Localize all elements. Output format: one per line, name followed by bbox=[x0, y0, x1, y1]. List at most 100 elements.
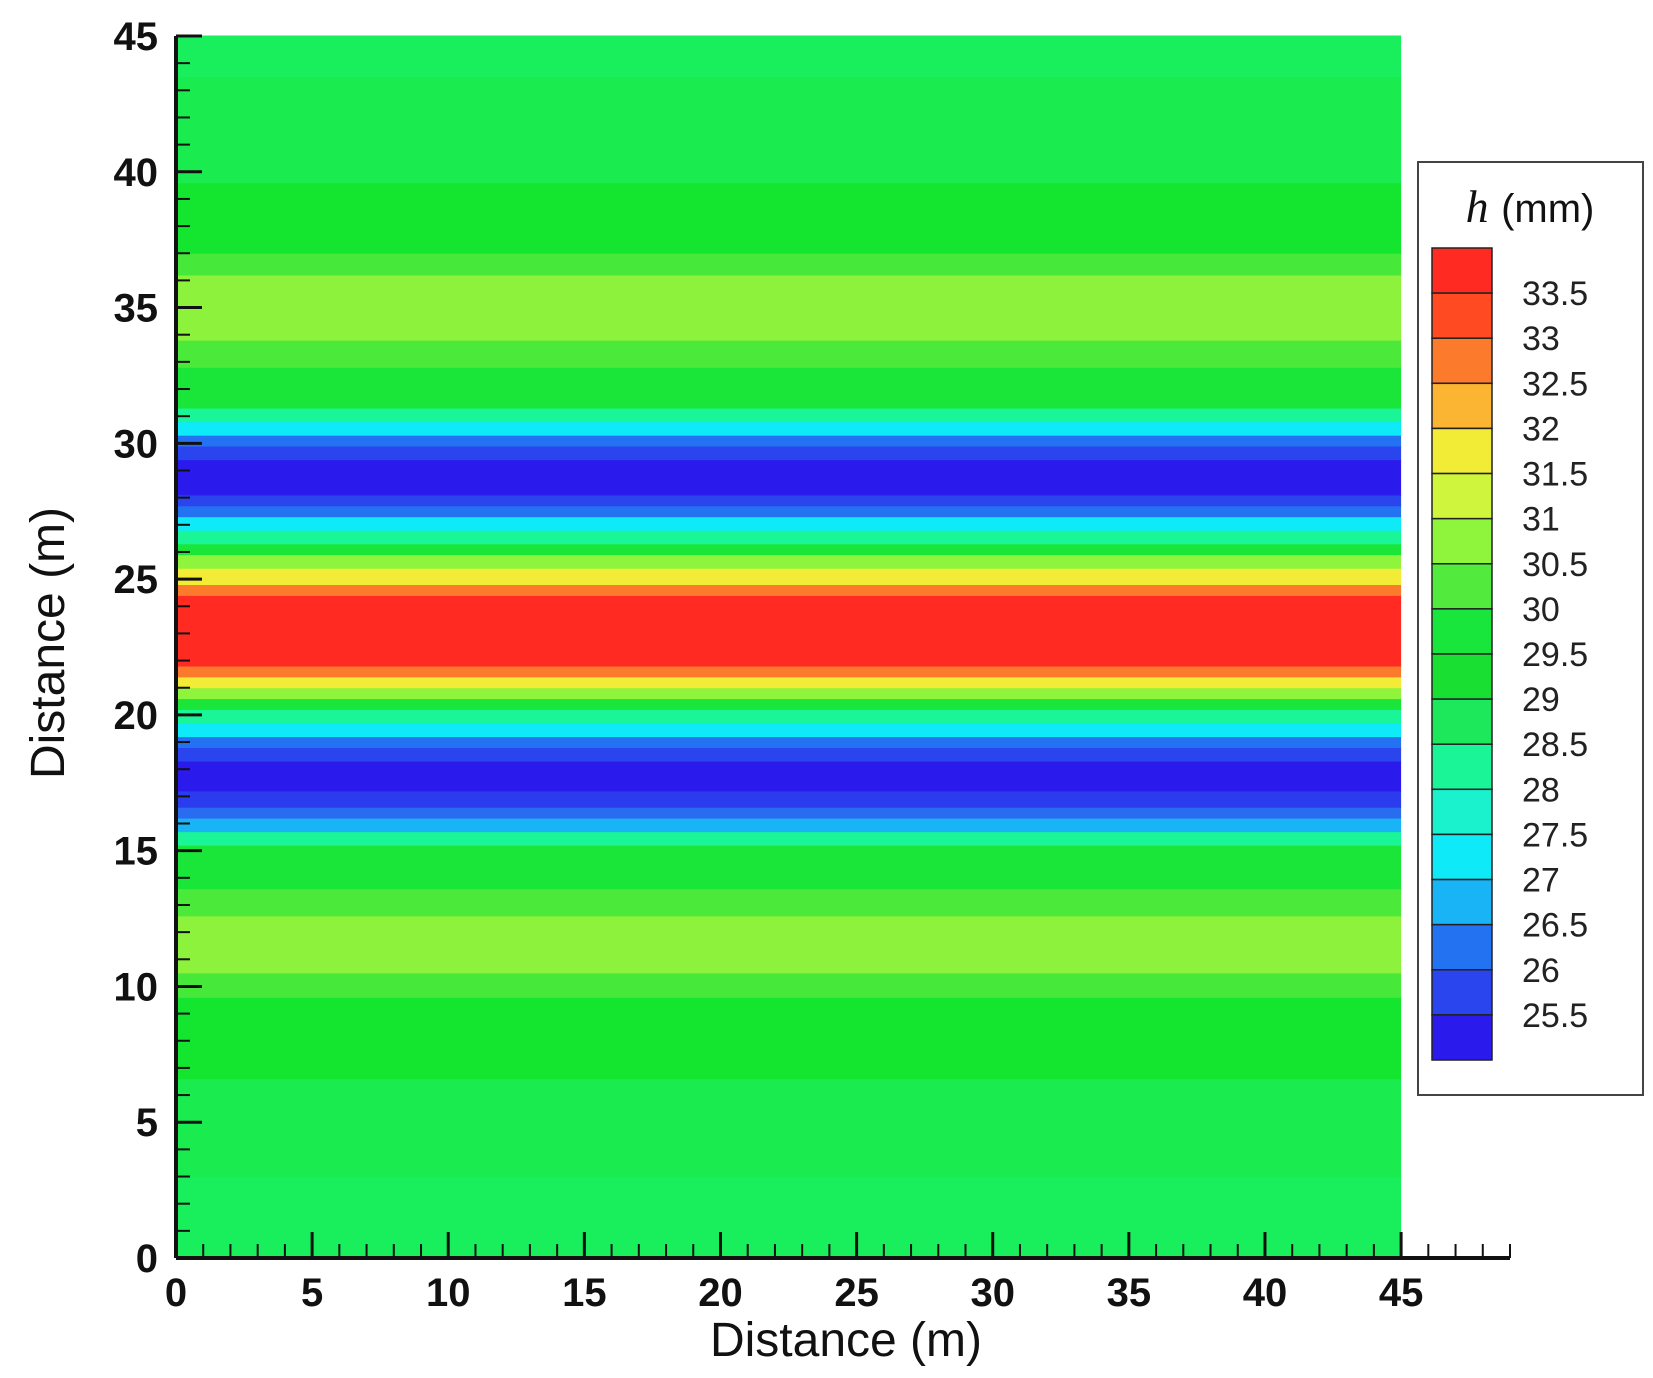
y-tick-label: 35 bbox=[114, 287, 159, 331]
contour-band bbox=[176, 698, 1402, 710]
contour-band bbox=[176, 665, 1402, 678]
contour-band bbox=[176, 252, 1402, 276]
legend-swatch bbox=[1431, 472, 1493, 520]
contour-band bbox=[176, 888, 1402, 917]
contour-band bbox=[176, 567, 1402, 586]
y-tick-label: 15 bbox=[114, 830, 159, 874]
legend-swatch bbox=[1431, 427, 1493, 475]
legend-level-label: 28.5 bbox=[1522, 726, 1588, 764]
y-tick-label: 30 bbox=[114, 422, 159, 466]
contour-band bbox=[176, 594, 1402, 667]
y-tick-label: 0 bbox=[136, 1237, 158, 1281]
legend-swatch bbox=[1431, 743, 1493, 791]
x-tick-labels: 0 5 10 15 20 25 30 35 40 45 bbox=[165, 1271, 1423, 1315]
legend-level-label: 31 bbox=[1522, 501, 1560, 539]
legend-labels: 33.5 33 32.5 32 31.5 31 30.5 30 29.5 29 28.5 28 27.5… bbox=[1522, 275, 1588, 1035]
contour-band bbox=[176, 736, 1402, 748]
contour-band bbox=[176, 366, 1402, 409]
contour-band bbox=[176, 996, 1402, 1080]
x-tick-label: 10 bbox=[426, 1271, 471, 1315]
contour-band bbox=[176, 529, 1402, 545]
legend-level-label: 25.5 bbox=[1522, 997, 1588, 1035]
contour-band bbox=[176, 494, 1402, 507]
contour-band bbox=[176, 1078, 1402, 1178]
contour-band bbox=[176, 806, 1402, 819]
legend-level-label: 30 bbox=[1522, 591, 1560, 629]
x-tick-label: 45 bbox=[1379, 1271, 1424, 1315]
legend-swatch bbox=[1431, 247, 1493, 294]
legend-level-label: 26.5 bbox=[1522, 907, 1588, 945]
legend-swatch bbox=[1431, 608, 1493, 655]
x-tick-label: 25 bbox=[834, 1271, 879, 1315]
contour-band bbox=[176, 915, 1402, 974]
legend-swatches bbox=[1431, 247, 1493, 1061]
contour-band bbox=[176, 407, 1402, 423]
contour-bands bbox=[176, 35, 1402, 1259]
contour-band bbox=[176, 516, 1402, 531]
x-tick-label: 35 bbox=[1107, 1271, 1152, 1315]
contour-band bbox=[176, 1176, 1402, 1259]
legend-level-label: 27.5 bbox=[1522, 816, 1588, 854]
legend-swatch bbox=[1431, 833, 1493, 881]
colorbar-legend: h (mm) 33.5 33 32.5 32 31.5 31 30.5 30 29.5 29 28.… bbox=[1417, 161, 1644, 1096]
axes bbox=[174, 34, 1511, 1260]
legend-title-unit: (mm) bbox=[1501, 187, 1594, 231]
x-tick-label: 15 bbox=[562, 1271, 607, 1315]
legend-level-label: 27 bbox=[1522, 862, 1560, 900]
contour-band bbox=[176, 790, 1402, 808]
legend-swatch bbox=[1431, 1014, 1493, 1061]
contour-band bbox=[176, 760, 1402, 792]
contour-band bbox=[176, 35, 1402, 78]
legend-level-label: 29 bbox=[1522, 681, 1560, 719]
legend-title-variable: h bbox=[1466, 181, 1489, 232]
contour-band bbox=[176, 339, 1402, 368]
legend-swatch bbox=[1431, 969, 1493, 1016]
legend-level-label: 28 bbox=[1522, 771, 1560, 809]
contour-band bbox=[176, 182, 1402, 254]
y-tick-label: 5 bbox=[136, 1101, 158, 1145]
x-tick-label: 5 bbox=[301, 1271, 323, 1315]
legend-swatch bbox=[1431, 653, 1493, 700]
contour-band bbox=[176, 543, 1402, 556]
contour-band bbox=[176, 687, 1402, 700]
legend-level-label: 31.5 bbox=[1522, 456, 1588, 494]
y-axis-title: Distance (m) bbox=[22, 507, 75, 779]
legend-swatch bbox=[1431, 292, 1493, 339]
contour-band bbox=[176, 445, 1402, 461]
legend-swatch bbox=[1431, 563, 1493, 610]
y-tick-label: 40 bbox=[114, 151, 159, 195]
legend-swatch bbox=[1431, 698, 1493, 745]
y-tick-label: 20 bbox=[114, 694, 159, 738]
contour-band bbox=[176, 831, 1402, 846]
legend-level-label: 33 bbox=[1522, 320, 1560, 358]
contour-band bbox=[176, 844, 1402, 890]
y-tick-label: 45 bbox=[114, 15, 159, 59]
contour-band bbox=[176, 459, 1402, 496]
x-tick-label: 40 bbox=[1243, 1271, 1288, 1315]
legend-swatch bbox=[1431, 788, 1493, 836]
contour-band bbox=[176, 746, 1402, 762]
contour-band bbox=[176, 708, 1402, 724]
x-axis-title: Distance (m) bbox=[710, 1314, 982, 1367]
legend-swatch bbox=[1431, 517, 1493, 565]
legend-title: h (mm) bbox=[1466, 181, 1595, 232]
x-tick-label: 30 bbox=[970, 1271, 1015, 1315]
legend-level-label: 29.5 bbox=[1522, 636, 1588, 674]
legend-level-label: 33.5 bbox=[1522, 275, 1588, 313]
contour-band bbox=[176, 434, 1402, 447]
x-tick-label: 20 bbox=[698, 1271, 743, 1315]
y-tick-labels: 0 5 10 15 20 25 30 35 40 45 bbox=[114, 15, 159, 1281]
contour-band bbox=[176, 676, 1402, 689]
contour-band bbox=[176, 505, 1402, 518]
legend-level-label: 26 bbox=[1522, 952, 1560, 990]
legend-swatch bbox=[1431, 923, 1493, 971]
legend-level-label: 30.5 bbox=[1522, 546, 1588, 584]
x-tick-label: 0 bbox=[165, 1271, 187, 1315]
legend-swatch bbox=[1431, 382, 1493, 430]
contour-band bbox=[176, 817, 1402, 833]
legend-level-label: 32 bbox=[1522, 410, 1560, 448]
contour-band bbox=[176, 584, 1402, 596]
legend-swatch bbox=[1431, 337, 1493, 385]
contour-band bbox=[176, 722, 1402, 738]
